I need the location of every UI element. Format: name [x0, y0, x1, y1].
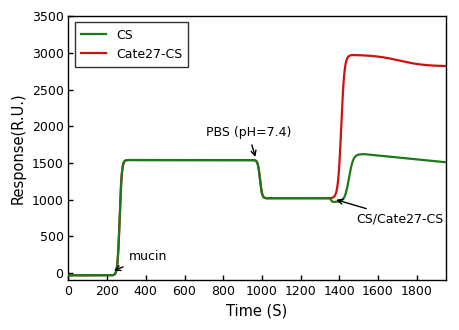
Cate27-CS: [349, 53, 355, 57]
Cate27-CS: [66, 273, 71, 277]
Text: PBS (pH=7.4): PBS (pH=7.4): [205, 126, 291, 155]
Cate27-CS: [390, 57, 396, 61]
CS: [361, 152, 366, 156]
Legend: CS, Cate27-CS: CS, Cate27-CS: [74, 22, 188, 67]
Cate27-CS: [340, 84, 345, 88]
X-axis label: Time (S): Time (S): [226, 304, 287, 319]
Cate27-CS: [398, 59, 404, 63]
Cate27-CS: [359, 53, 365, 57]
Cate27-CS: [442, 64, 448, 68]
Line: CS: CS: [68, 154, 445, 275]
Y-axis label: Response(R.U.): Response(R.U.): [11, 92, 26, 204]
Text: mucin: mucin: [115, 250, 167, 271]
CS: [332, 200, 337, 204]
CS: [326, 196, 331, 200]
CS: [332, 200, 337, 204]
Cate27-CS: [115, 252, 121, 256]
Text: CS/Cate27-CS: CS/Cate27-CS: [337, 199, 443, 225]
CS: [252, 158, 257, 162]
CS: [442, 160, 448, 164]
Cate27-CS: [259, 193, 265, 197]
CS: [66, 273, 71, 277]
CS: [347, 168, 353, 172]
Line: Cate27-CS: Cate27-CS: [68, 55, 445, 275]
CS: [125, 158, 130, 162]
